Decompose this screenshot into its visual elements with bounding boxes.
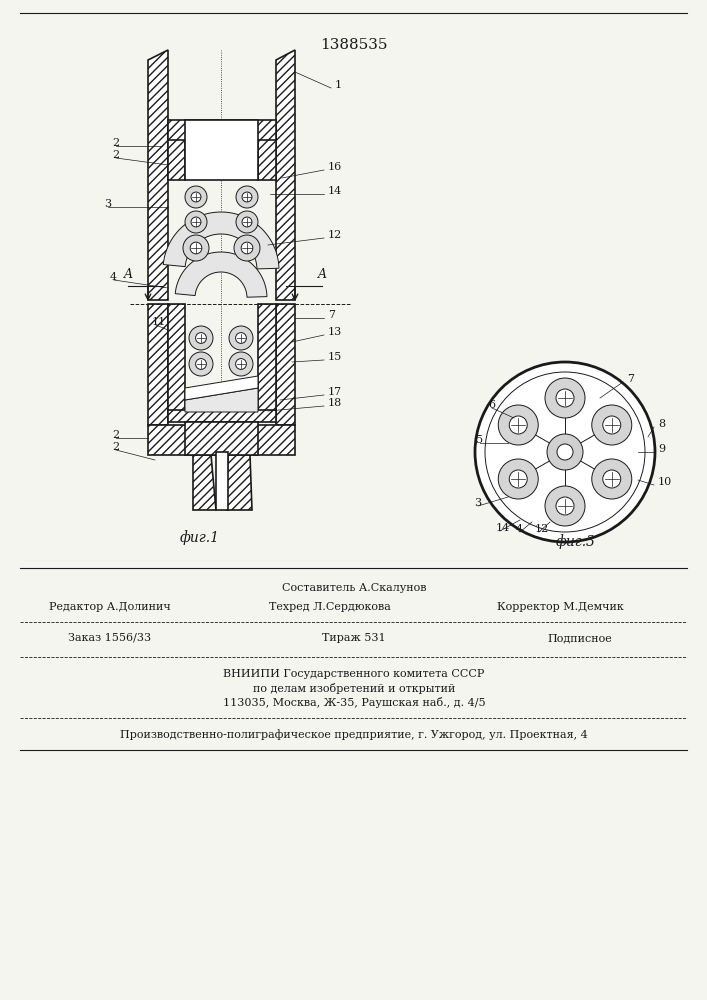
Text: Тираж 531: Тираж 531 [322, 633, 386, 643]
Circle shape [236, 211, 258, 233]
Text: фиг.1: фиг.1 [180, 531, 220, 545]
Circle shape [234, 235, 260, 261]
Circle shape [191, 217, 201, 227]
Text: 12: 12 [328, 230, 342, 240]
Text: Корректор М.Демчик: Корректор М.Демчик [496, 602, 624, 612]
Text: Составитель А.Скалунов: Составитель А.Скалунов [282, 583, 426, 593]
Text: 113035, Москва, Ж-35, Раушская наб., д. 4/5: 113035, Москва, Ж-35, Раушская наб., д. … [223, 698, 485, 708]
Circle shape [498, 459, 538, 499]
Text: A: A [124, 268, 132, 281]
Text: 7: 7 [627, 374, 634, 384]
Circle shape [236, 186, 258, 208]
Polygon shape [163, 212, 279, 269]
Bar [216, 452, 228, 510]
Polygon shape [168, 304, 185, 412]
Text: 14: 14 [496, 523, 510, 533]
Text: 14: 14 [328, 186, 342, 196]
Text: 12: 12 [535, 524, 549, 534]
Circle shape [475, 362, 655, 542]
Text: Производственно-полиграфическое предприятие, г. Ужгород, ул. Проектная, 4: Производственно-полиграфическое предприя… [120, 730, 588, 740]
Circle shape [235, 359, 247, 369]
Text: 1388535: 1388535 [320, 38, 387, 52]
Polygon shape [185, 376, 258, 400]
Circle shape [592, 459, 632, 499]
Text: 2: 2 [112, 430, 119, 440]
Polygon shape [276, 50, 295, 300]
Polygon shape [168, 130, 185, 180]
Circle shape [545, 486, 585, 526]
Circle shape [242, 217, 252, 227]
Text: 5: 5 [476, 435, 483, 445]
Text: 2: 2 [112, 442, 119, 452]
Text: Заказ 1556/33: Заказ 1556/33 [69, 633, 151, 643]
Circle shape [196, 333, 206, 343]
Text: 18: 18 [328, 398, 342, 408]
Text: Подписное: Подписное [548, 633, 612, 643]
Circle shape [485, 372, 645, 532]
Text: 4: 4 [516, 524, 523, 534]
Circle shape [196, 359, 206, 369]
Circle shape [185, 211, 207, 233]
Circle shape [185, 186, 207, 208]
Circle shape [235, 333, 247, 343]
Circle shape [509, 470, 527, 488]
Text: 10: 10 [658, 477, 672, 487]
Text: ВНИИПИ Государственного комитета СССР: ВНИИПИ Государственного комитета СССР [223, 669, 485, 679]
Text: фиг.3: фиг.3 [556, 535, 596, 549]
Circle shape [241, 242, 253, 254]
Text: по делам изобретений и открытий: по делам изобретений и открытий [253, 682, 455, 694]
Circle shape [498, 405, 538, 445]
Circle shape [556, 497, 574, 515]
Text: 2: 2 [112, 138, 119, 148]
Circle shape [242, 192, 252, 202]
Circle shape [509, 416, 527, 434]
Polygon shape [258, 304, 276, 412]
Polygon shape [148, 50, 168, 300]
Circle shape [545, 378, 585, 418]
Circle shape [603, 470, 621, 488]
Text: 4: 4 [110, 272, 117, 282]
Polygon shape [226, 455, 252, 510]
Circle shape [603, 416, 621, 434]
Polygon shape [175, 252, 267, 297]
Circle shape [557, 444, 573, 460]
Circle shape [592, 405, 632, 445]
Text: 6: 6 [488, 400, 495, 410]
Circle shape [556, 389, 574, 407]
Text: 13: 13 [328, 327, 342, 337]
Polygon shape [185, 422, 258, 455]
Text: 17: 17 [328, 387, 342, 397]
Polygon shape [258, 130, 276, 180]
Text: 3: 3 [104, 199, 111, 209]
Text: 1: 1 [335, 80, 342, 90]
Text: 15: 15 [328, 352, 342, 362]
Circle shape [547, 434, 583, 470]
Circle shape [229, 326, 253, 350]
Polygon shape [168, 120, 276, 140]
Text: A: A [317, 268, 327, 281]
Text: 3: 3 [474, 498, 481, 508]
Polygon shape [193, 455, 216, 510]
Circle shape [190, 242, 202, 254]
Text: 11: 11 [152, 317, 166, 327]
Polygon shape [276, 304, 295, 425]
Text: 2: 2 [112, 150, 119, 160]
Circle shape [183, 235, 209, 261]
Polygon shape [148, 304, 168, 425]
Circle shape [229, 352, 253, 376]
Polygon shape [148, 425, 295, 455]
Text: 7: 7 [328, 310, 335, 320]
Text: 8: 8 [658, 419, 665, 429]
Circle shape [189, 326, 213, 350]
Bar [185, 120, 258, 180]
Text: Редактор А.Долинич: Редактор А.Долинич [49, 602, 171, 612]
Text: 16: 16 [328, 162, 342, 172]
Polygon shape [185, 388, 258, 412]
Text: 9: 9 [658, 444, 665, 454]
Polygon shape [168, 410, 276, 422]
Circle shape [191, 192, 201, 202]
Circle shape [189, 352, 213, 376]
Text: Техред Л.Сердюкова: Техред Л.Сердюкова [269, 602, 391, 612]
